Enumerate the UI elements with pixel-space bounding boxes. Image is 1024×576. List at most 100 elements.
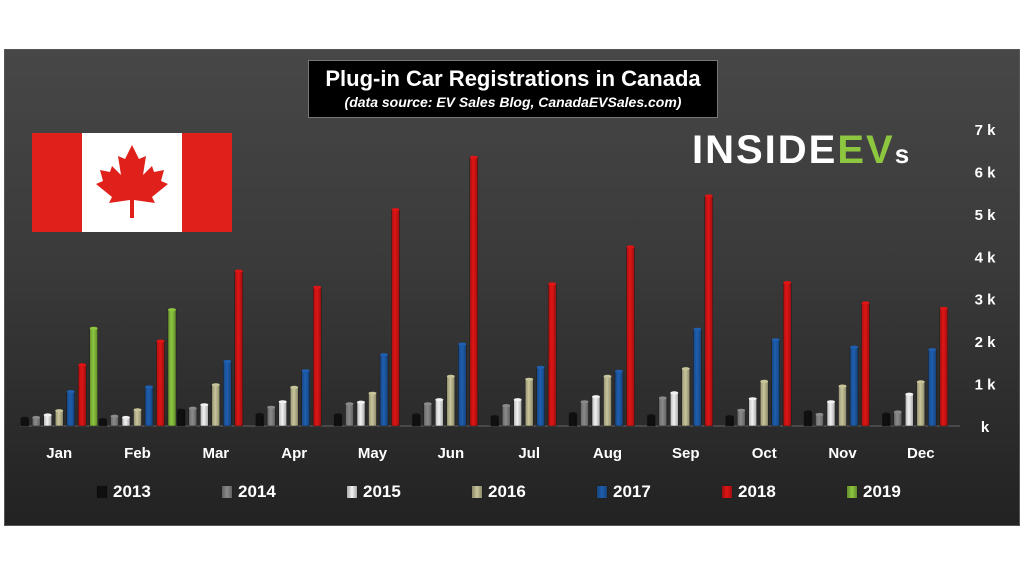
bar-nov-2014 [815, 414, 824, 427]
chart-title: Plug-in Car Registrations in Canada [325, 66, 701, 91]
legend-swatch [221, 485, 233, 499]
bar-jun-2015 [435, 399, 444, 427]
bar-top-apr-2014 [267, 405, 276, 409]
y-tick-label: 4 k [975, 249, 997, 266]
bar-top-nov-2015 [827, 400, 835, 404]
bar-top-jan-2019 [89, 326, 98, 330]
legend-label: 2017 [613, 482, 651, 501]
bar-top-feb-2015 [122, 415, 130, 420]
legend-item-2017: 2017 [596, 480, 651, 504]
bar-top-sep-2013 [647, 414, 656, 418]
legend-item-2018: 2018 [721, 480, 776, 504]
x-tick-label: Jan [46, 445, 72, 462]
bar-may-2017 [379, 354, 389, 427]
bar-top-mar-2018 [234, 269, 243, 273]
bar-feb-2016 [133, 409, 142, 427]
bar-oct-2017 [771, 339, 780, 427]
bar-top-dec-2015 [905, 392, 914, 396]
bar-top-dec-2016 [916, 380, 925, 384]
bar-top-jun-2015 [435, 398, 444, 402]
legend-item-2014: 2014 [221, 480, 276, 504]
bar-oct-2018 [782, 282, 792, 427]
bar-top-sep-2018 [704, 194, 713, 198]
bar-top-mar-2015 [200, 403, 209, 407]
bar-dec-2017 [928, 349, 937, 427]
bar-apr-2014 [266, 407, 276, 427]
bar-mar-2013 [177, 410, 186, 427]
bar-nov-2018 [861, 302, 870, 427]
bar-oct-2015 [748, 398, 757, 427]
bar-top-jul-2015 [513, 398, 522, 402]
bar-jan-2015 [43, 414, 52, 427]
y-tick-label: 6 k [975, 164, 997, 181]
bar-may-2013 [333, 414, 343, 427]
bar-nov-2017 [849, 346, 859, 427]
x-tick-label: Sep [672, 445, 700, 462]
chart-legend: 2013 2014 2015 2016 2017 2018 2019 [96, 480, 936, 504]
y-tick-label: 5 k [975, 207, 997, 224]
bar-top-may-2013 [334, 413, 342, 417]
bar-top-aug-2013 [569, 412, 577, 416]
bar-top-jan-2014 [32, 415, 41, 420]
bar-top-aug-2015 [592, 395, 600, 399]
y-tick-label: 7 k [975, 122, 997, 139]
legend-label: 2016 [488, 482, 526, 501]
legend-swatch [96, 485, 108, 499]
bar-top-jul-2018 [548, 282, 557, 286]
bar-top-mar-2013 [177, 408, 186, 412]
insideevs-logo: INSIDEEVs [692, 128, 911, 173]
bar-top-jun-2018 [469, 155, 478, 159]
bar-top-apr-2017 [301, 369, 310, 373]
bar-top-jun-2013 [412, 413, 421, 417]
bar-top-jun-2016 [446, 374, 455, 378]
bar-top-dec-2018 [939, 306, 948, 311]
bar-may-2018 [391, 209, 400, 427]
bar-dec-2016 [916, 381, 926, 427]
bar-top-feb-2013 [99, 418, 107, 422]
legend-swatch [596, 485, 608, 499]
bar-oct-2014 [736, 410, 746, 427]
bar-aug-2017 [614, 371, 624, 427]
legend-label: 2019 [863, 482, 901, 501]
bar-mar-2017 [223, 361, 232, 427]
legend-item-2016: 2016 [471, 480, 526, 504]
bar-mar-2015 [200, 404, 209, 427]
bar-top-oct-2013 [725, 415, 734, 419]
bar-jul-2014 [501, 405, 511, 427]
bar-top-mar-2016 [211, 383, 220, 387]
bar-apr-2013 [255, 414, 264, 427]
bar-jan-2018 [77, 364, 87, 427]
bar-top-dec-2013 [882, 412, 891, 416]
bar-may-2015 [356, 401, 366, 427]
bar-top-jan-2018 [78, 363, 87, 367]
bar-top-feb-2014 [110, 414, 119, 418]
bar-top-nov-2018 [861, 301, 870, 305]
bar-dec-2014 [893, 411, 903, 427]
bar-top-oct-2016 [760, 379, 769, 383]
bar-sep-2018 [704, 195, 714, 427]
bar-top-feb-2019 [168, 308, 176, 312]
bar-dec-2018 [939, 308, 949, 427]
bar-jan-2019 [89, 328, 98, 427]
bar-mar-2014 [188, 407, 198, 427]
bar-jun-2017 [458, 343, 467, 427]
bar-sep-2016 [681, 368, 691, 427]
chart-subtitle: (data source: EV Sales Blog, CanadaEVSal… [344, 94, 682, 110]
legend-item-2013: 2013 [96, 480, 151, 504]
y-tick-label: 3 k [975, 292, 997, 309]
bar-top-apr-2016 [290, 385, 299, 389]
bar-jun-2013 [412, 414, 421, 427]
x-tick-label: Aug [593, 445, 622, 462]
bar-jul-2016 [524, 379, 534, 427]
bar-top-feb-2016 [133, 408, 142, 412]
bar-apr-2015 [278, 401, 287, 427]
x-tick-label: Feb [124, 445, 151, 462]
logo-text-inside: INSIDE [692, 128, 838, 172]
bar-top-may-2015 [357, 400, 365, 404]
bar-top-jul-2017 [536, 365, 545, 369]
bar-nov-2016 [838, 385, 847, 427]
bar-top-nov-2014 [815, 412, 824, 417]
bar-apr-2016 [289, 387, 299, 427]
bar-top-dec-2014 [893, 410, 902, 414]
bar-feb-2017 [144, 386, 154, 427]
